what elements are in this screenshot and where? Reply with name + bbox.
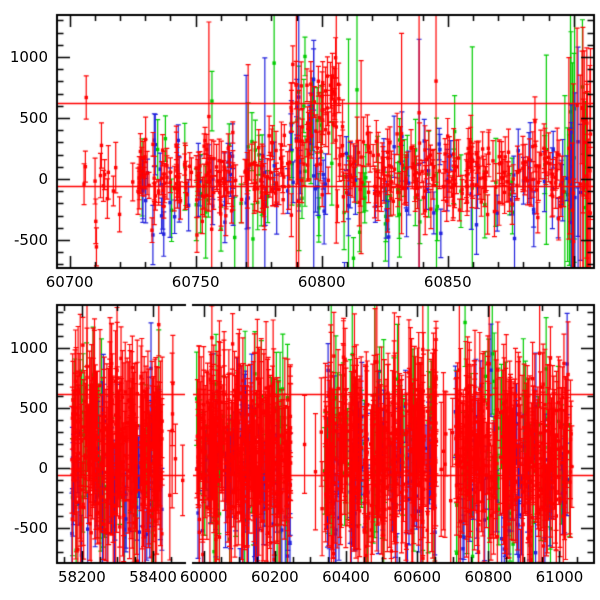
y-tick-label: 0 [38, 169, 48, 188]
x-tick-label: 60800 [464, 568, 513, 586]
x-tick-label: 58400 [129, 568, 177, 586]
x-tick-label: 60700 [45, 273, 94, 291]
y-tick-label: -500 [13, 519, 48, 538]
x-tick-label: 58200 [58, 568, 106, 586]
y-tick-label: 500 [19, 109, 48, 128]
x-tick-label: 60800 [297, 273, 346, 291]
x-tick-label: 60600 [393, 568, 442, 586]
x-tick-label: 60400 [322, 568, 370, 586]
y-tick-label: 1000 [9, 48, 48, 67]
x-tick-label: 60850 [423, 273, 472, 291]
y-tick-label: 0 [38, 459, 48, 478]
x-tick-label: 60000 [179, 568, 228, 586]
y-tick-label: 1000 [9, 339, 48, 358]
x-tick-label: 60750 [171, 273, 220, 291]
y-tick-label: -500 [13, 230, 48, 249]
y-tick-label: 500 [19, 399, 48, 418]
x-tick-label: 61000 [535, 568, 584, 586]
x-tick-label: 60200 [250, 568, 299, 586]
